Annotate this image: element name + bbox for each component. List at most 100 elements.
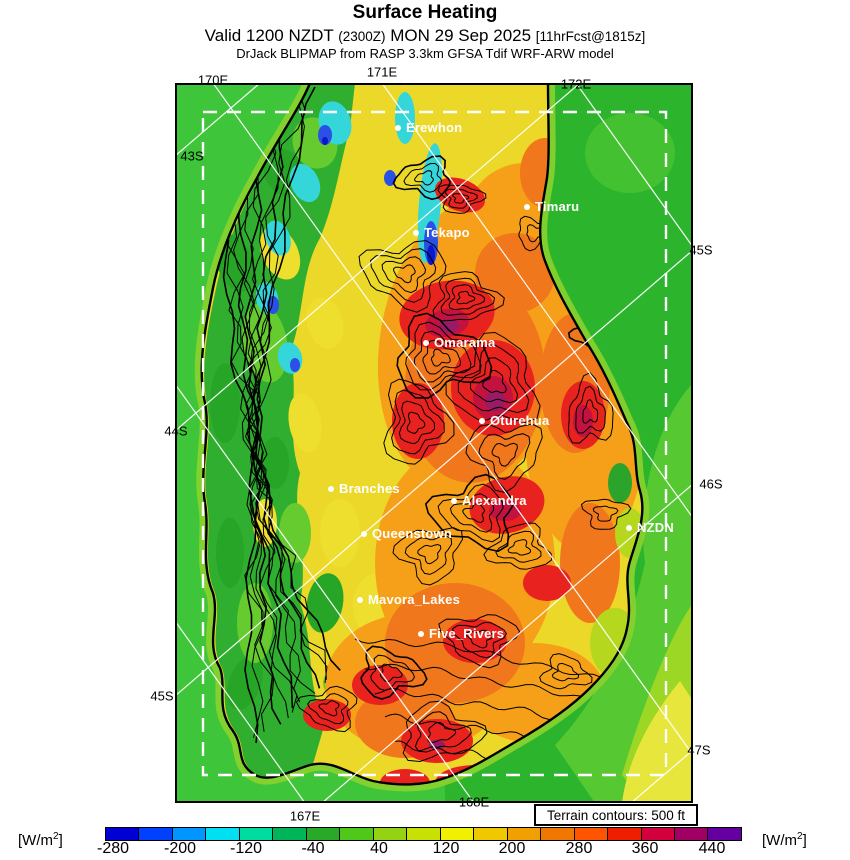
contour-line [381, 256, 427, 294]
contour-line [507, 539, 532, 556]
colorbar-tick-label: -120 [229, 840, 263, 857]
city-marker-mavora-lakes: Mavora_Lakes [357, 592, 460, 607]
valid-date: MON 29 Sep 2025 [390, 25, 532, 45]
contour-line [491, 442, 518, 467]
contour-line [580, 498, 632, 530]
colorbar-segment [440, 828, 475, 840]
contour-line [462, 502, 485, 524]
colorbar-tick-label: -280 [96, 840, 130, 857]
colorbar-tick-label: 40 [370, 840, 388, 857]
contour-line [413, 170, 434, 186]
contour-line [444, 188, 478, 209]
colorbar-tick-label: 360 [631, 840, 659, 857]
city-marker-queenstown: Queenstown [361, 526, 452, 541]
colorbar-tick-labels: -280 -200 -120 -40 40 120 200 280 360 440 [0, 840, 850, 858]
city-label: Mavora_Lakes [368, 592, 461, 607]
domain-boundary-dashed [201, 110, 668, 777]
contour-line [465, 423, 543, 494]
contour-line [364, 663, 601, 709]
contour-line [370, 654, 416, 691]
city-marker-alexandra: Alexandra [451, 493, 527, 508]
heating-blob [475, 233, 555, 313]
grid-label-167e: 167E [289, 808, 321, 824]
colorbar-segment [474, 828, 508, 840]
header: Surface Heating Valid 1200 NZDT (2300Z) … [0, 2, 850, 62]
city-marker-timaru: Timaru [524, 199, 579, 214]
city-marker-five-rivers: Five_Rivers [418, 626, 504, 641]
valid-forecast-hour: [11hrFcst@1815z] [535, 28, 646, 44]
grid-label-47s: 47S [687, 742, 711, 758]
valid-zulu: (2300Z) [338, 28, 386, 44]
colorbar-tick-label: 120 [432, 840, 460, 857]
contour-line [396, 312, 493, 399]
colorbar-segment [641, 828, 675, 840]
heating-blob [303, 699, 351, 731]
city-marker-branches: Branches [328, 481, 400, 496]
colorbar-segment [340, 828, 374, 840]
heating-blob [279, 503, 311, 563]
contour-line [403, 162, 443, 193]
city-label: Queenstown [372, 526, 453, 541]
city-label: Branches [339, 481, 400, 496]
contour-line [440, 277, 496, 316]
contour-line [456, 290, 476, 305]
valid-time-line: Valid 1200 NZDT (2300Z) MON 29 Sep 2025 … [0, 26, 850, 46]
colorbar-segment [306, 828, 341, 840]
contour-line [432, 271, 505, 322]
contour-line [370, 248, 437, 303]
contour-line [243, 100, 301, 703]
city-dot [395, 124, 401, 131]
contour-line [437, 483, 504, 543]
heating-blob [216, 518, 244, 588]
colorbar-tick-label: -40 [301, 840, 325, 857]
contour-line [551, 662, 580, 682]
heating-blob [427, 245, 435, 265]
city-dot [357, 596, 363, 603]
contour-line [575, 385, 606, 434]
contour-line [391, 389, 445, 455]
page-title: Surface Heating [352, 2, 498, 23]
heating-blob [523, 565, 571, 601]
city-label: Erewhon [406, 120, 463, 135]
contour-line [295, 685, 358, 733]
contour-line [482, 369, 507, 394]
contour-line [245, 97, 298, 713]
coastline [200, 83, 644, 786]
city-dot [626, 524, 632, 531]
surface-heating-map [175, 83, 693, 803]
contour-line [438, 614, 521, 669]
city-marker-oturehua: Oturehua [479, 413, 549, 428]
contour-line [358, 240, 447, 313]
contour-line [592, 505, 619, 522]
grid-label-171e: 171E [366, 64, 398, 80]
contour-line [568, 372, 614, 444]
contour-line [252, 93, 294, 725]
colorbar-tick-label: -200 [163, 840, 197, 857]
contour-line [452, 193, 470, 204]
valid-prefix: Valid 1200 NZDT [204, 25, 334, 45]
city-dot [328, 485, 334, 492]
contour-line [235, 104, 321, 689]
colorbar [105, 827, 742, 841]
contour-line [427, 721, 457, 744]
grid-label-45s-right: 45S [689, 242, 713, 258]
city-label: Timaru [535, 199, 580, 214]
unit-label-left: [W/m2] [18, 831, 63, 849]
contour-line [452, 621, 507, 659]
colorbar-segment [507, 828, 542, 840]
contour-line [307, 692, 349, 725]
contour-line [414, 711, 472, 753]
city-marker-tekapo: Tekapo [413, 225, 470, 240]
contour-line [495, 530, 542, 563]
city-dot [361, 530, 367, 537]
contour-line [392, 264, 416, 284]
contour-line [360, 645, 428, 700]
heating-blob [352, 665, 408, 705]
city-label: Alexandra [462, 493, 527, 508]
heating-blob [608, 463, 632, 503]
model-line: DrJack BLIPMAP from RASP 3.3km GFSA Tdif… [236, 46, 614, 62]
city-dot [451, 497, 457, 504]
contour-line [404, 535, 453, 575]
colorbar-tick-label: 280 [565, 840, 593, 857]
colorbar-segment [139, 828, 173, 840]
